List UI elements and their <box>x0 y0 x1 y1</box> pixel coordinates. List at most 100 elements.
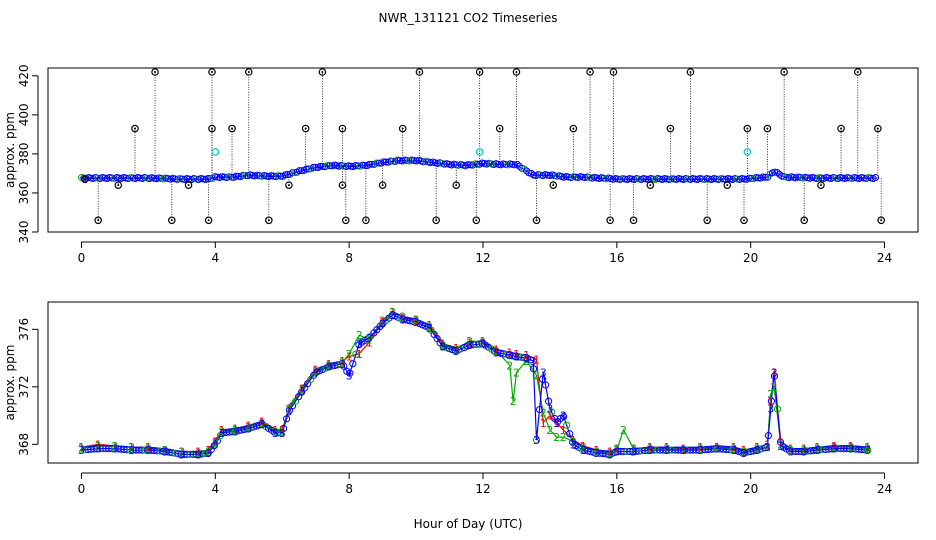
series-3-label: 3 <box>245 423 252 436</box>
series-1-line <box>81 311 868 453</box>
series-3-label: 3 <box>259 418 266 431</box>
bottom-series-point <box>541 381 550 389</box>
series-1-label: 1 <box>379 316 386 329</box>
series-2-label: 2 <box>312 365 319 378</box>
outlier-point <box>184 181 193 189</box>
outlier-point <box>168 216 176 225</box>
top-series-point <box>389 157 397 165</box>
series-3-label: 3 <box>714 443 721 456</box>
outlier-point-center <box>267 219 270 222</box>
top-series-point <box>471 160 479 168</box>
outlier-point-center <box>876 127 879 130</box>
series-2-label: 2 <box>506 359 513 372</box>
series-2-label: 2 <box>212 437 219 450</box>
top-x-tick-label: 16 <box>609 251 624 265</box>
bottom-series-point <box>538 375 547 383</box>
series-3-label: 3 <box>212 438 219 451</box>
series-1-label: 1 <box>607 446 614 459</box>
series-1-label: 1 <box>346 351 353 364</box>
series-3-label: 3 <box>128 444 135 457</box>
series-2-label: 2 <box>272 425 279 438</box>
bottom-x-tick-label: 12 <box>475 482 490 496</box>
series-3-label: 3 <box>195 448 202 461</box>
outlier-point-center <box>589 71 592 73</box>
series-3-label: 3 <box>399 313 406 326</box>
outlier-point-center <box>475 219 478 222</box>
series-2-label: 2 <box>399 310 406 323</box>
outlier-point-center <box>247 71 250 73</box>
series-2-label: 2 <box>379 315 386 328</box>
outlier-point-center <box>498 127 501 130</box>
top-series-point <box>227 173 235 181</box>
outlier-point <box>398 124 407 133</box>
series-1-label: 1 <box>299 382 306 395</box>
series-1-label: 1 <box>513 348 520 361</box>
series-1-label: 1 <box>506 346 513 359</box>
top-series-point <box>284 171 292 179</box>
top-series-point <box>366 160 374 168</box>
outlier-point-center <box>632 219 635 222</box>
series-3-label: 3 <box>379 318 386 331</box>
series-1-label: 1 <box>754 441 761 454</box>
outlier-point-center <box>207 219 210 222</box>
series-3-label: 3 <box>570 438 577 451</box>
series-2-label: 2 <box>259 417 266 430</box>
outlier-point <box>475 68 484 76</box>
bottom-series-point <box>532 436 541 444</box>
bottom-series-point <box>340 362 348 370</box>
series-2-label: 2 <box>801 444 808 457</box>
series-2-label: 2 <box>195 447 202 460</box>
outlier-point <box>646 181 655 189</box>
series-2-label: 2 <box>299 384 306 397</box>
series-2-label: 2 <box>510 395 517 408</box>
top-series-point <box>232 172 240 180</box>
series-3-label: 3 <box>814 444 821 457</box>
series-3-label: 3 <box>506 349 513 362</box>
series-3-label: 3 <box>848 443 855 456</box>
series-3-label: 3 <box>831 443 838 456</box>
series-3-label: 3 <box>493 346 500 359</box>
outlier-point <box>362 216 370 225</box>
bottom-y-tick-label: 372 <box>17 375 31 398</box>
bottom-series-point <box>201 449 209 458</box>
top-series-point <box>305 165 313 173</box>
outlier-point-center <box>401 127 404 130</box>
series-3-label: 3 <box>560 410 567 423</box>
series-2-label: 2 <box>413 313 420 326</box>
outlier-point <box>415 68 424 76</box>
series-1-label: 1 <box>279 424 286 437</box>
series-2-label: 2 <box>553 431 560 444</box>
outlier-point <box>780 68 788 76</box>
top-series-point <box>359 161 367 169</box>
outlier-point <box>244 68 253 76</box>
series-2-label: 2 <box>513 366 520 379</box>
series-3-label: 3 <box>285 405 292 418</box>
outlier-point-center <box>535 219 538 222</box>
outlier-point <box>378 181 387 189</box>
outlier-point-center <box>743 219 745 222</box>
series-2-label: 2 <box>480 336 487 349</box>
series-3-label: 3 <box>553 417 560 430</box>
series-1-label: 1 <box>366 336 373 349</box>
series-1-label: 1 <box>272 424 279 437</box>
series-2-label: 2 <box>580 441 587 454</box>
outlier-point <box>763 124 772 133</box>
series-2-label: 2 <box>864 443 871 456</box>
bottom-x-tick-label: 20 <box>743 482 758 496</box>
top-series-point <box>466 161 474 169</box>
outlier-cyan-point <box>211 148 220 156</box>
series-3-label: 3 <box>777 440 784 453</box>
outlier-point <box>723 181 732 189</box>
outlier-point <box>472 216 481 225</box>
outlier-point-center <box>803 219 806 222</box>
series-2-label: 2 <box>764 441 771 454</box>
outlier-point-center <box>706 219 709 222</box>
series-1-label: 1 <box>413 315 420 328</box>
bottom-series-point <box>776 438 785 446</box>
series-2-label: 2 <box>466 335 473 348</box>
series-3-label: 3 <box>647 444 654 457</box>
series-3-label: 3 <box>439 341 446 354</box>
series-1-label: 1 <box>777 435 784 448</box>
outlier-point <box>837 124 845 133</box>
series-1-label: 1 <box>205 444 212 457</box>
